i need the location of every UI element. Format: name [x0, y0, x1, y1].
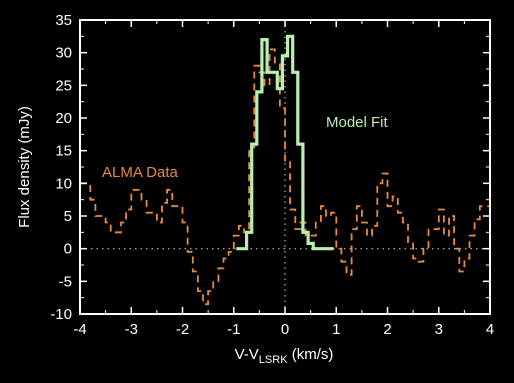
x-tick-label: 2 [383, 321, 391, 338]
y-tick-label: 20 [55, 110, 72, 127]
y-tick-label: 0 [64, 241, 72, 258]
x-tick-label: -1 [227, 321, 240, 338]
x-tick-label: -2 [176, 321, 189, 338]
model-fit-label: Model Fit [326, 114, 389, 131]
y-tick-label: 35 [55, 12, 72, 29]
y-tick-label: -10 [50, 306, 72, 323]
x-tick-label: 4 [486, 321, 494, 338]
x-tick-label: -3 [125, 321, 138, 338]
x-tick-label: 0 [281, 321, 289, 338]
y-tick-label: 30 [55, 45, 72, 62]
y-axis-title: Flux density (mJy) [16, 106, 33, 228]
y-tick-label: -5 [59, 273, 72, 290]
x-axis-title-subscript: LSRK [259, 354, 288, 366]
x-axis-title-unit: (km/s) [288, 346, 334, 363]
x-tick-label: 3 [435, 321, 443, 338]
y-tick-label: 15 [55, 143, 72, 160]
x-axis-title-main: V-V [235, 346, 259, 363]
x-tick-label: -4 [73, 321, 86, 338]
alma-data-label: ALMA Data [102, 164, 179, 181]
y-tick-label: 10 [55, 175, 72, 192]
y-tick-label: 5 [64, 208, 72, 225]
x-tick-label: 1 [332, 321, 340, 338]
y-tick-label: 25 [55, 77, 72, 94]
